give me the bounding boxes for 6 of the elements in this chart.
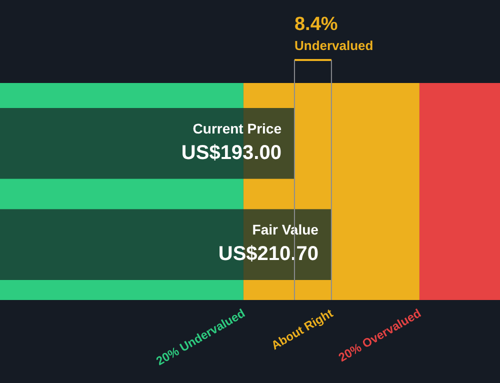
data-label: US$193.00 (181, 142, 282, 164)
text: Undervalued (294, 38, 374, 53)
data-label: US$210.70 (218, 243, 318, 266)
text: 8.4% (294, 14, 338, 35)
y-tick-label: Current Price (192, 120, 282, 136)
y-tick-label: Fair Value (252, 222, 319, 238)
